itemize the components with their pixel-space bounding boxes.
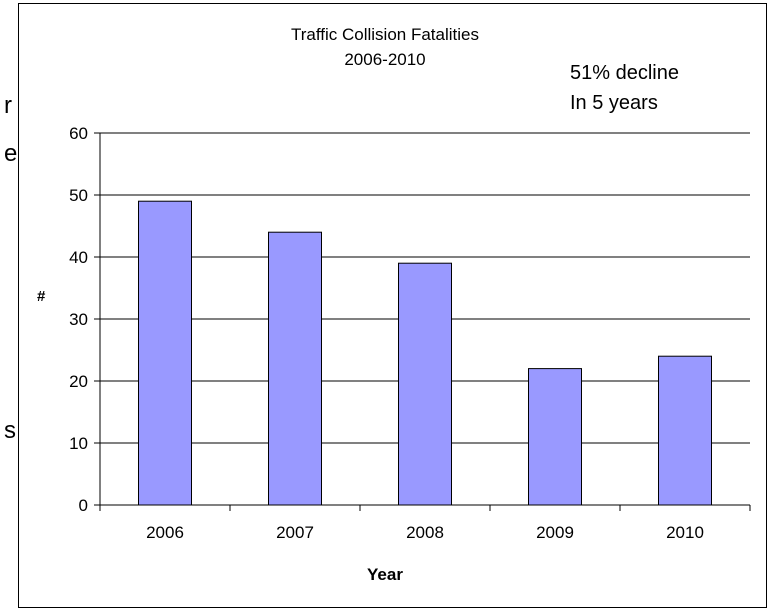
bar-2010 <box>658 355 712 506</box>
x-tick-label-2008: 2008 <box>406 523 444 542</box>
chart-title: Traffic Collision Fatalities <box>290 25 479 44</box>
bar-2006 <box>138 200 192 506</box>
cropped-text-e: e <box>4 140 18 167</box>
y-tick-label-10: 10 <box>69 434 88 453</box>
y-tick-label-40: 40 <box>69 248 88 267</box>
x-tick-label-2009: 2009 <box>536 523 574 542</box>
x-axis-label: Year <box>367 565 403 584</box>
annotation-line-2: In 5 years <box>570 92 658 114</box>
cropped-text-s: s <box>4 417 16 444</box>
x-tick-label-2010: 2010 <box>666 523 704 542</box>
y-tick-label-20: 20 <box>69 372 88 391</box>
bar-2007 <box>268 231 322 506</box>
y-axis-label: # <box>37 288 46 305</box>
chart-subtitle: 2006-2010 <box>344 50 426 69</box>
annotation-line-1: 51% decline <box>570 62 679 84</box>
y-tick-label-0: 0 <box>79 496 88 515</box>
bar-2009 <box>528 368 582 506</box>
y-tick-label-30: 30 <box>69 310 88 329</box>
bar-2008 <box>398 262 452 506</box>
x-tick-label-2006: 2006 <box>146 523 184 542</box>
y-tick-label-50: 50 <box>69 186 88 205</box>
cropped-text-r: r <box>4 92 12 119</box>
x-tick-label-2007: 2007 <box>276 523 314 542</box>
y-tick-label-60: 60 <box>69 124 88 143</box>
